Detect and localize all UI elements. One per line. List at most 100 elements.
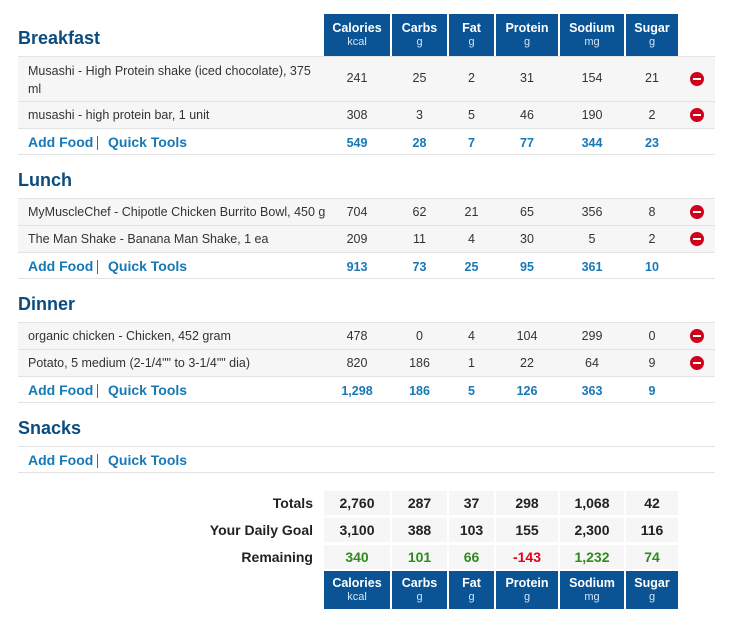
goal-fat: 103 <box>449 518 494 542</box>
delete-icon[interactable] <box>690 108 704 122</box>
food-carbs: 3 <box>416 108 423 122</box>
header-sugar: Sugar g <box>626 14 678 56</box>
footer-header-sodium: Sodium mg <box>560 571 624 609</box>
food-fat: 1 <box>468 356 475 370</box>
goal-sugar: 116 <box>626 518 678 542</box>
food-sugar: 2 <box>648 108 656 122</box>
total-sugar: 9 <box>648 384 656 398</box>
link-separator <box>97 454 98 468</box>
footer-header-calories: Calories kcal <box>324 571 390 609</box>
food-sodium: 64 <box>585 356 599 370</box>
food-row[interactable]: The Man Shake - Banana Man Shake, 1 ea 2… <box>18 225 715 252</box>
food-fat: 2 <box>468 71 475 85</box>
food-calories: 704 <box>346 205 368 219</box>
food-sodium: 356 <box>581 205 603 219</box>
food-row[interactable]: Musashi - High Protein shake (iced choco… <box>18 56 715 101</box>
footer-header-protein: Protein g <box>496 571 558 609</box>
total-sodium: 361 <box>581 260 603 274</box>
meal-title-breakfast: Breakfast <box>18 28 101 48</box>
food-fat: 4 <box>468 232 475 246</box>
meal-title-lunch: Lunch <box>18 170 72 190</box>
quick-tools-link[interactable]: Quick Tools <box>108 382 188 398</box>
food-sodium: 299 <box>581 329 603 343</box>
total-sugar: 10 <box>645 260 659 274</box>
header-sodium: Sodium mg <box>560 14 624 56</box>
food-name[interactable]: musashi - high protein bar, 1 unit <box>28 108 210 122</box>
delete-icon[interactable] <box>690 329 704 343</box>
summary-total-sugar: 42 <box>626 491 678 515</box>
meal-totals-row: Add Food Quick Tools <box>18 446 715 473</box>
food-row[interactable]: organic chicken - Chicken, 452 gram 478 … <box>18 322 715 349</box>
total-sodium: 344 <box>581 136 603 150</box>
link-separator <box>97 136 98 150</box>
food-calories: 308 <box>346 108 368 122</box>
total-calories: 549 <box>346 136 368 150</box>
summary-total-fat: 37 <box>449 491 494 515</box>
food-fat: 5 <box>468 108 475 122</box>
add-food-link[interactable]: Add Food <box>28 452 94 468</box>
remaining-sodium: 1,232 <box>560 545 624 569</box>
total-fat: 7 <box>468 136 475 150</box>
food-carbs: 62 <box>412 205 427 219</box>
quick-tools-link[interactable]: Quick Tools <box>108 258 188 274</box>
food-row[interactable]: musashi - high protein bar, 1 unit 308 3… <box>18 101 715 128</box>
food-sugar: 8 <box>648 205 656 219</box>
meal-title-snacks: Snacks <box>18 418 82 438</box>
total-calories: 913 <box>346 260 368 274</box>
food-protein: 104 <box>516 329 538 343</box>
header-carbs: Carbs g <box>392 14 447 56</box>
delete-icon[interactable] <box>690 232 704 246</box>
food-name[interactable]: MyMuscleChef - Chipotle Chicken Burrito … <box>28 205 326 219</box>
food-row[interactable]: MyMuscleChef - Chipotle Chicken Burrito … <box>18 198 715 225</box>
meal-title-dinner: Dinner <box>18 294 76 314</box>
total-carbs: 186 <box>409 384 430 398</box>
food-carbs: 186 <box>409 356 430 370</box>
total-protein: 126 <box>516 384 538 398</box>
link-separator <box>97 384 98 398</box>
food-name[interactable]: Musashi - High Protein shake (iced choco… <box>28 64 311 96</box>
meal-totals-row: Add Food Quick Tools 549 28 7 77 344 23 <box>18 128 715 155</box>
meal-totals-row: Add Food Quick Tools 913 73 25 95 361 10 <box>18 252 715 279</box>
total-calories: 1,298 <box>341 384 373 398</box>
remaining-sugar: 74 <box>626 545 678 569</box>
food-sodium: 154 <box>581 71 603 85</box>
remaining-fat: 66 <box>449 545 494 569</box>
summary-total-calories: 2,760 <box>324 491 390 515</box>
daily-goal-label: Your Daily Goal <box>209 522 313 538</box>
food-carbs: 11 <box>413 232 426 246</box>
add-food-link[interactable]: Add Food <box>28 258 94 274</box>
food-fat: 21 <box>464 205 479 219</box>
header-protein: Protein g <box>496 14 558 56</box>
goal-calories: 3,100 <box>324 518 390 542</box>
delete-icon[interactable] <box>690 205 704 219</box>
add-food-link[interactable]: Add Food <box>28 382 94 398</box>
totals-label: Totals <box>272 495 313 511</box>
food-protein: 31 <box>520 71 534 85</box>
summary-total-sodium: 1,068 <box>560 491 624 515</box>
link-separator <box>97 260 98 274</box>
food-protein: 30 <box>520 232 534 246</box>
footer-header-sugar: Sugar g <box>626 571 678 609</box>
total-protein: 95 <box>520 260 534 274</box>
food-calories: 820 <box>346 356 368 370</box>
remaining-calories: 340 <box>324 545 390 569</box>
quick-tools-link[interactable]: Quick Tools <box>108 452 188 468</box>
delete-icon[interactable] <box>690 356 704 370</box>
footer-header-carbs: Carbs g <box>392 571 447 609</box>
food-carbs: 25 <box>412 71 427 85</box>
food-calories: 478 <box>346 329 368 343</box>
add-food-link[interactable]: Add Food <box>28 134 94 150</box>
delete-icon[interactable] <box>690 72 704 86</box>
footer-header-fat: Fat g <box>449 571 494 609</box>
total-sodium: 363 <box>581 384 603 398</box>
food-name[interactable]: Potato, 5 medium (2-1/4"" to 3-1/4"" dia… <box>28 356 251 370</box>
food-sugar: 9 <box>648 356 656 370</box>
quick-tools-link[interactable]: Quick Tools <box>108 134 188 150</box>
food-calories: 241 <box>346 71 368 85</box>
food-name[interactable]: organic chicken - Chicken, 452 gram <box>28 329 231 343</box>
total-protein: 77 <box>520 136 534 150</box>
food-row[interactable]: Potato, 5 medium (2-1/4"" to 3-1/4"" dia… <box>18 349 715 376</box>
food-sodium: 5 <box>588 232 596 246</box>
goal-protein: 155 <box>496 518 558 542</box>
food-name[interactable]: The Man Shake - Banana Man Shake, 1 ea <box>28 232 269 246</box>
